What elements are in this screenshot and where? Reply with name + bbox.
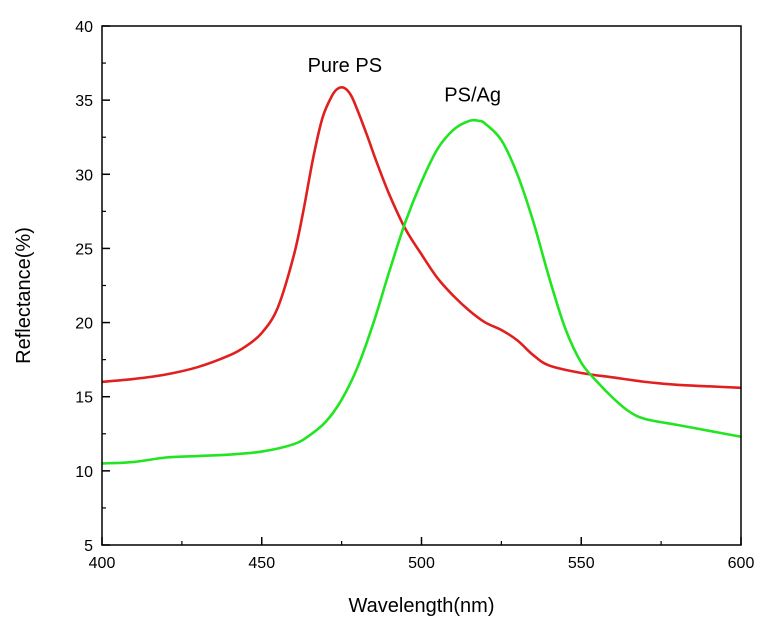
y-tick-label: 20 bbox=[75, 316, 93, 333]
x-axis-ticks: 400 450 500 550 600 bbox=[89, 537, 755, 572]
y-tick-label: 25 bbox=[75, 241, 93, 258]
y-tick-label: 15 bbox=[75, 390, 93, 407]
annotation-ps-ag: PS/Ag bbox=[444, 85, 501, 107]
y-tick-label: 30 bbox=[75, 167, 93, 184]
x-axis-label: Wavelength(nm) bbox=[349, 595, 495, 617]
y-tick-label: 10 bbox=[75, 464, 93, 481]
plot-lines bbox=[101, 86, 742, 465]
y-tick-label: 5 bbox=[84, 538, 93, 555]
y-axis-ticks: 5 10 15 20 25 30 35 40 bbox=[75, 19, 110, 555]
annotations: Pure PS PS/Ag bbox=[308, 55, 501, 107]
x-tick-label: 600 bbox=[728, 555, 755, 572]
y-tick-label: 40 bbox=[75, 19, 93, 36]
annotation-pure-ps: Pure PS bbox=[308, 55, 382, 77]
x-tick-label: 550 bbox=[568, 555, 595, 572]
y-tick-label: 35 bbox=[75, 93, 93, 110]
x-tick-label: 500 bbox=[408, 555, 435, 572]
series-line-ps-ag bbox=[101, 118, 742, 465]
x-tick-label: 450 bbox=[248, 555, 275, 572]
x-tick-label: 400 bbox=[89, 555, 116, 572]
plot-frame bbox=[101, 25, 742, 546]
series-line-pure-ps bbox=[101, 86, 742, 390]
y-axis-label: Reflectance(%) bbox=[13, 227, 35, 364]
